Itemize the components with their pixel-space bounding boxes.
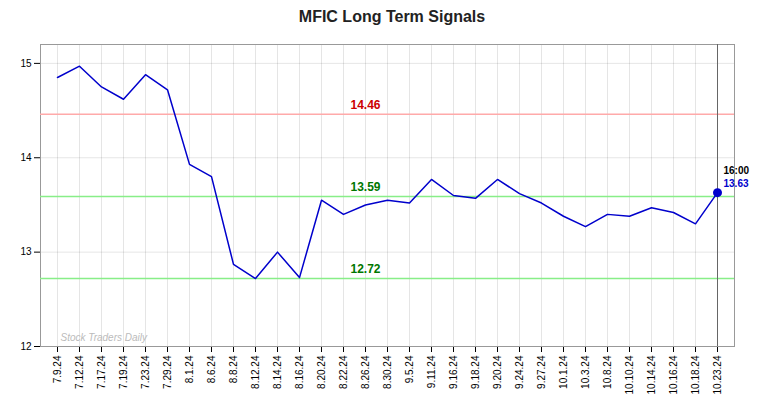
svg-text:7.19.24: 7.19.24 <box>118 355 129 389</box>
svg-text:7.29.24: 7.29.24 <box>162 355 173 389</box>
svg-text:14.46: 14.46 <box>350 98 380 112</box>
svg-text:15: 15 <box>20 58 32 69</box>
svg-text:9.16.24: 9.16.24 <box>448 355 459 389</box>
svg-text:9.18.24: 9.18.24 <box>470 355 481 389</box>
svg-text:8.20.24: 8.20.24 <box>316 355 327 389</box>
svg-text:13.59: 13.59 <box>350 180 380 194</box>
svg-text:8.1.24: 8.1.24 <box>184 355 195 383</box>
svg-text:8.6.24: 8.6.24 <box>206 355 217 383</box>
html-text:MFIC Long Term Signals: MFIC Long Term Signals <box>298 8 486 25</box>
svg-text:8.12.24: 8.12.24 <box>250 355 261 389</box>
svg-text:7.12.24: 7.12.24 <box>74 355 85 389</box>
svg-text:8.8.24: 8.8.24 <box>228 355 239 383</box>
svg-text:12.72: 12.72 <box>350 262 380 276</box>
svg-text:7.9.24: 7.9.24 <box>52 355 63 383</box>
svg-text:10.16.24: 10.16.24 <box>668 355 679 394</box>
svg-text:7.23.24: 7.23.24 <box>140 355 151 389</box>
svg-text:8.26.24: 8.26.24 <box>360 355 371 389</box>
svg-text:10.23.24: 10.23.24 <box>712 355 723 394</box>
svg-text:12: 12 <box>20 341 32 352</box>
svg-text:10.10.24: 10.10.24 <box>624 355 635 394</box>
svg-text:8.16.24: 8.16.24 <box>294 355 305 389</box>
svg-text:8.30.24: 8.30.24 <box>382 355 393 389</box>
svg-text:9.24.24: 9.24.24 <box>514 355 525 389</box>
svg-text:13: 13 <box>20 246 32 257</box>
svg-text:9.11.24: 9.11.24 <box>426 355 437 388</box>
svg-text:13.63: 13.63 <box>724 178 749 189</box>
svg-text:10.18.24: 10.18.24 <box>690 355 701 394</box>
svg-text:10.1.24: 10.1.24 <box>558 355 569 389</box>
svg-text:Stock Traders Daily: Stock Traders Daily <box>61 332 149 343</box>
svg-text:14: 14 <box>20 152 32 163</box>
svg-text:9.27.24: 9.27.24 <box>536 355 547 389</box>
svg-text:7.17.24: 7.17.24 <box>96 355 107 389</box>
svg-text:10.14.24: 10.14.24 <box>646 355 657 394</box>
svg-text:9.5.24: 9.5.24 <box>404 355 415 383</box>
svg-text:9.20.24: 9.20.24 <box>492 355 503 389</box>
svg-text:8.22.24: 8.22.24 <box>338 355 349 389</box>
svg-text:10.3.24: 10.3.24 <box>580 355 591 389</box>
svg-text:8.14.24: 8.14.24 <box>272 355 283 389</box>
svg-text:16:00: 16:00 <box>724 165 750 176</box>
svg-text:10.8.24: 10.8.24 <box>602 355 613 389</box>
